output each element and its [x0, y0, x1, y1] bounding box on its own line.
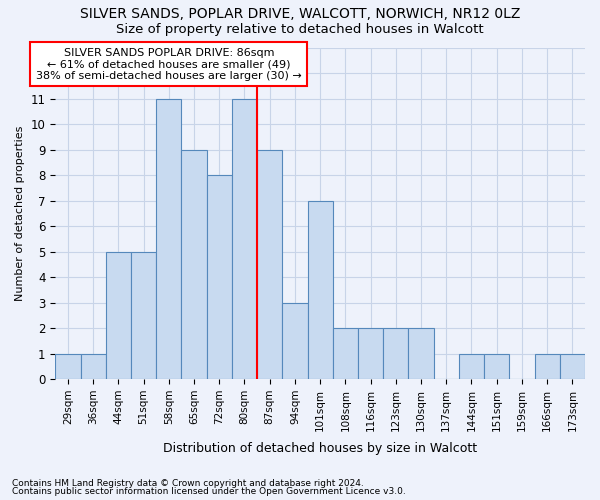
- Bar: [308, 200, 333, 379]
- Text: SILVER SANDS, POPLAR DRIVE, WALCOTT, NORWICH, NR12 0LZ: SILVER SANDS, POPLAR DRIVE, WALCOTT, NOR…: [80, 8, 520, 22]
- Bar: [106, 252, 131, 379]
- Text: Contains public sector information licensed under the Open Government Licence v3: Contains public sector information licen…: [12, 487, 406, 496]
- Y-axis label: Number of detached properties: Number of detached properties: [15, 126, 25, 301]
- Text: Contains HM Land Registry data © Crown copyright and database right 2024.: Contains HM Land Registry data © Crown c…: [12, 478, 364, 488]
- Bar: [283, 302, 308, 379]
- Bar: [156, 98, 181, 379]
- Bar: [55, 354, 80, 379]
- Bar: [484, 354, 509, 379]
- Text: SILVER SANDS POPLAR DRIVE: 86sqm
← 61% of detached houses are smaller (49)
38% o: SILVER SANDS POPLAR DRIVE: 86sqm ← 61% o…: [36, 48, 302, 80]
- Bar: [232, 98, 257, 379]
- Bar: [181, 150, 206, 379]
- Bar: [358, 328, 383, 379]
- Bar: [383, 328, 409, 379]
- Text: Size of property relative to detached houses in Walcott: Size of property relative to detached ho…: [116, 22, 484, 36]
- Bar: [131, 252, 156, 379]
- Bar: [409, 328, 434, 379]
- Bar: [535, 354, 560, 379]
- Bar: [257, 150, 283, 379]
- Bar: [560, 354, 585, 379]
- Bar: [333, 328, 358, 379]
- X-axis label: Distribution of detached houses by size in Walcott: Distribution of detached houses by size …: [163, 442, 477, 455]
- Bar: [80, 354, 106, 379]
- Bar: [459, 354, 484, 379]
- Bar: [206, 175, 232, 379]
